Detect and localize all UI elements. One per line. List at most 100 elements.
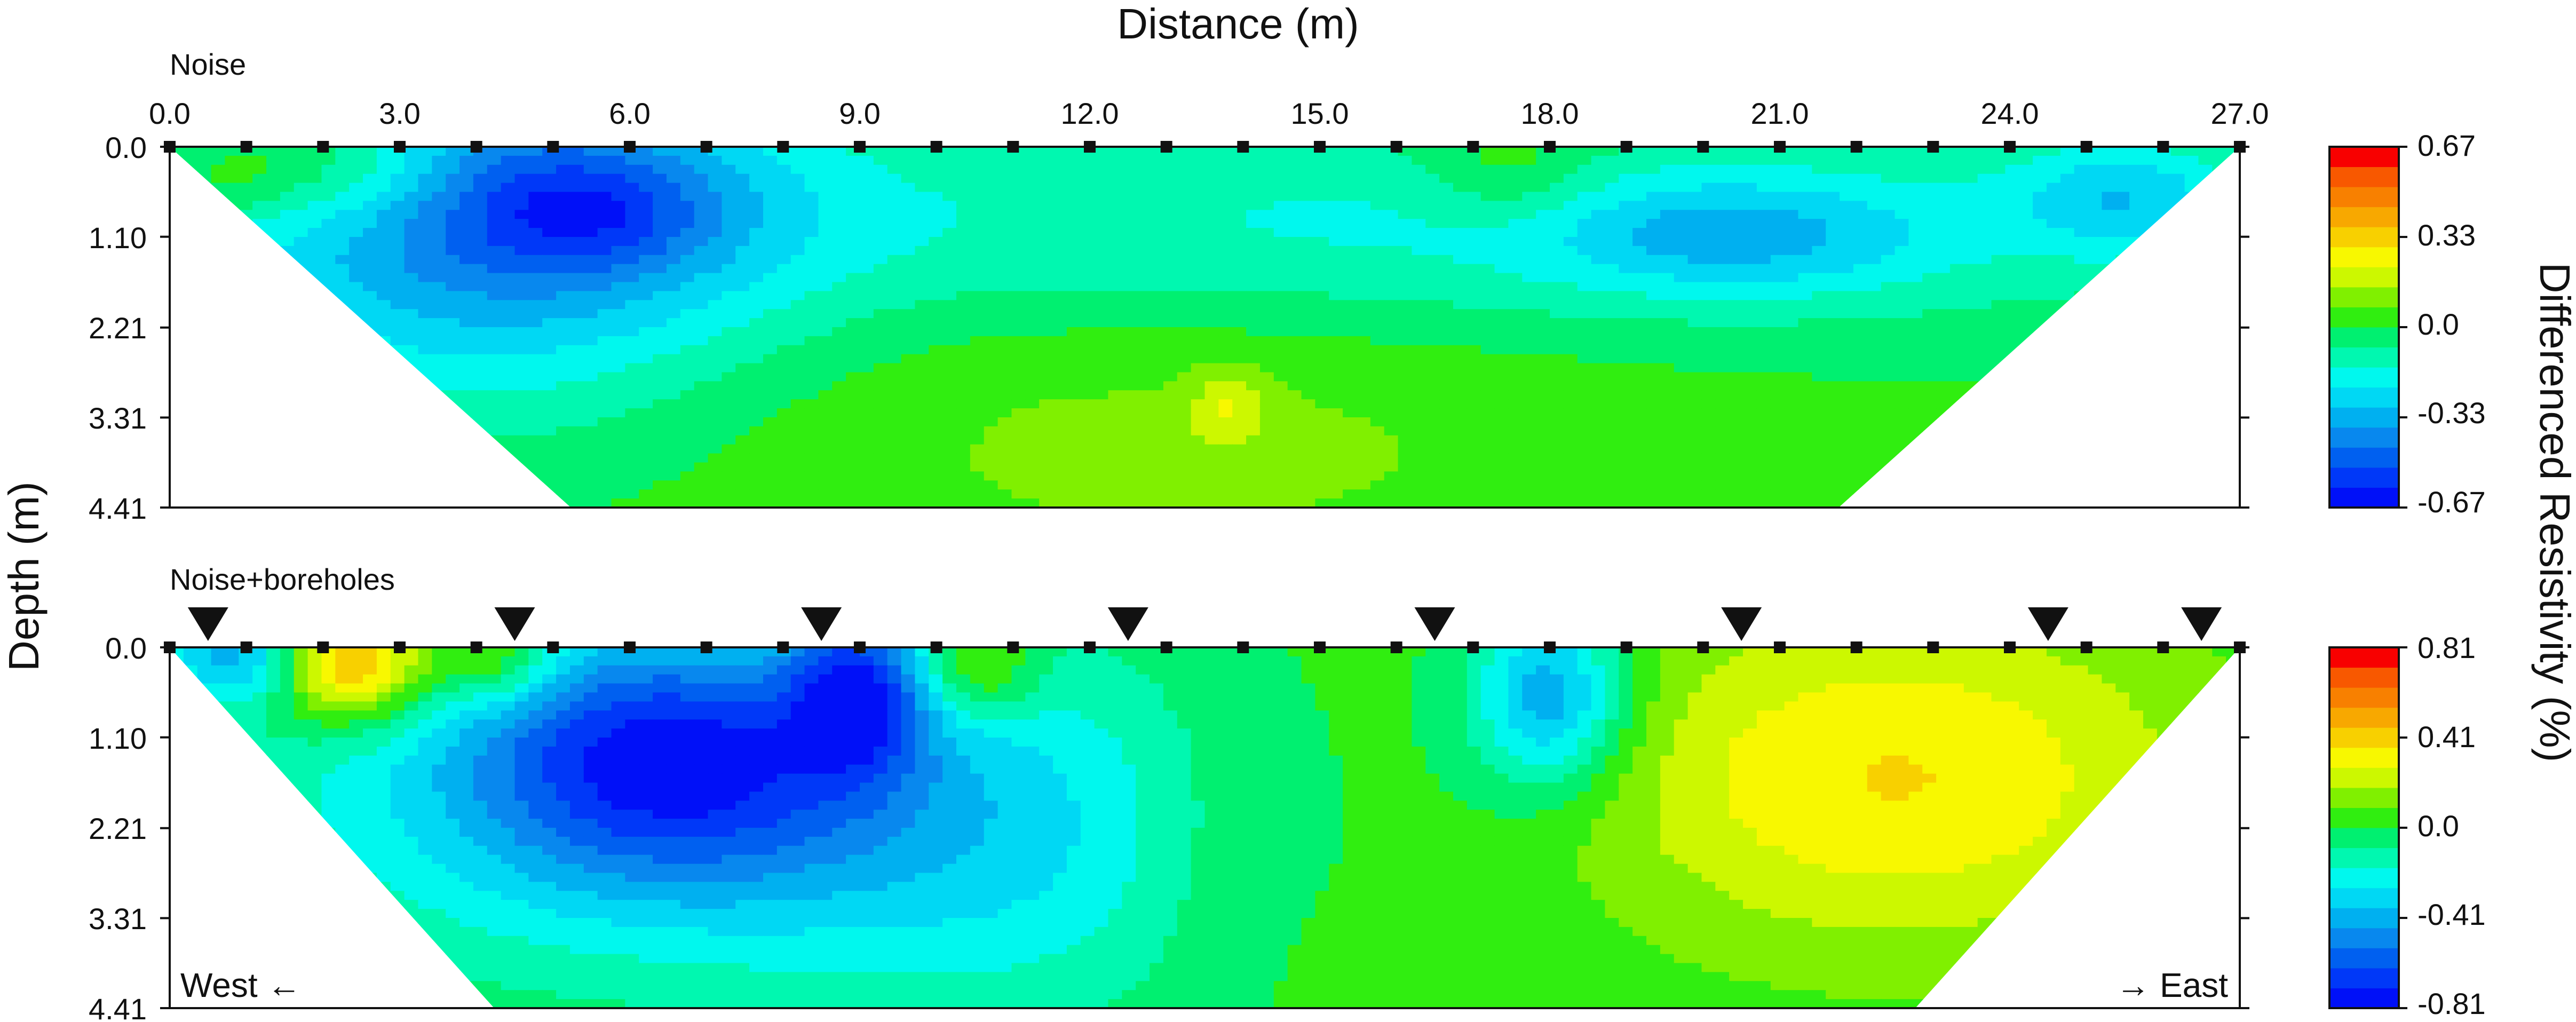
field-cell (2088, 245, 2103, 256)
field-cell (2129, 372, 2144, 382)
field-cell (1563, 255, 1578, 265)
field-cell (1439, 210, 1454, 219)
field-cell (1370, 408, 1385, 418)
field-cell (2115, 273, 2130, 283)
field-cell (887, 255, 902, 265)
field-cell (1259, 381, 1274, 391)
field-cell (1591, 273, 1606, 283)
field-cell (1963, 237, 1978, 247)
field-cell (1329, 390, 1343, 400)
field-cell (1315, 245, 1330, 256)
field-cell (2033, 363, 2047, 373)
field-cell (1329, 255, 1343, 265)
field-cell (611, 273, 626, 283)
field-cell (1122, 164, 1136, 175)
field-cell (2129, 354, 2144, 364)
field-cell (1122, 345, 1136, 355)
field-cell (1508, 408, 1523, 418)
field-cell (1494, 381, 1509, 391)
field-cell (832, 345, 846, 355)
field-cell (1715, 164, 1730, 175)
field-cell (1480, 390, 1495, 400)
field-cell (501, 390, 516, 400)
field-cell (2046, 291, 2061, 301)
field-cell (639, 345, 653, 355)
field-cell (1605, 264, 1620, 274)
field-cell (514, 291, 529, 301)
field-cell (1150, 147, 1164, 156)
field-cell (2005, 363, 2020, 373)
field-cell (1163, 390, 1178, 400)
field-cell (611, 192, 626, 202)
field-cell (583, 164, 598, 175)
field-cell (1356, 381, 1371, 391)
field-cell (2033, 435, 2047, 445)
field-cell (1218, 228, 1233, 237)
field-cell (1619, 309, 1633, 319)
field-cell (280, 336, 295, 346)
field-cell (1163, 354, 1178, 364)
field-cell (2184, 155, 2199, 165)
field-cell (1756, 291, 1771, 301)
field-cell (860, 219, 874, 228)
field-cell (1756, 201, 1771, 211)
field-cell (473, 336, 488, 346)
field-cell (363, 273, 377, 283)
field-cell (2170, 399, 2185, 409)
field-cell (446, 300, 460, 310)
field-cell (569, 417, 584, 427)
field-cell (776, 408, 791, 418)
field-cell (1398, 381, 1413, 391)
field-cell (887, 245, 902, 256)
field-cell (942, 155, 957, 165)
field-cell (873, 201, 888, 211)
field-cell (170, 210, 184, 219)
field-cell (1259, 345, 1274, 355)
field-cell (556, 282, 570, 292)
field-cell (446, 192, 460, 202)
field-cell (680, 282, 695, 292)
field-cell (432, 363, 446, 373)
field-cell (1687, 381, 1702, 391)
field-cell (225, 219, 240, 228)
field-cell (404, 245, 419, 256)
field-cell (1550, 435, 1564, 445)
field-cell (2005, 399, 2020, 409)
field-cell (942, 381, 957, 391)
field-cell (1453, 408, 1468, 418)
field-cell (2212, 309, 2226, 319)
field-cell (1715, 201, 1730, 211)
field-cell (1729, 318, 1743, 328)
field-cell (569, 336, 584, 346)
field-cell (1356, 210, 1371, 219)
field-cell (294, 164, 308, 175)
field-cell (2115, 237, 2130, 247)
field-cell (2088, 345, 2103, 355)
field-cell (666, 390, 681, 400)
field-cell (1439, 237, 1454, 247)
field-cell (2033, 318, 2047, 328)
field-cell (1881, 354, 1896, 364)
field-cell (2102, 408, 2117, 418)
field-cell (666, 399, 681, 409)
field-cell (1108, 155, 1123, 165)
field-cell (1053, 372, 1067, 382)
field-cell (2005, 381, 2020, 391)
field-cell (1674, 381, 1689, 391)
field-cell (1922, 282, 1937, 292)
field-cell (1949, 399, 1964, 409)
field-cell (1467, 155, 1481, 165)
field-cell (790, 408, 805, 418)
field-cell (211, 237, 226, 247)
field-cell (1080, 381, 1095, 391)
field-cell (307, 372, 322, 382)
field-cell (2157, 201, 2171, 211)
field-cell (2088, 399, 2103, 409)
field-cell (1136, 408, 1150, 418)
field-cell (776, 164, 791, 175)
field-cell (763, 381, 778, 391)
field-cell (2074, 201, 2089, 211)
field-cell (1259, 300, 1274, 310)
field-cell (1756, 363, 1771, 373)
field-cell (818, 255, 833, 265)
